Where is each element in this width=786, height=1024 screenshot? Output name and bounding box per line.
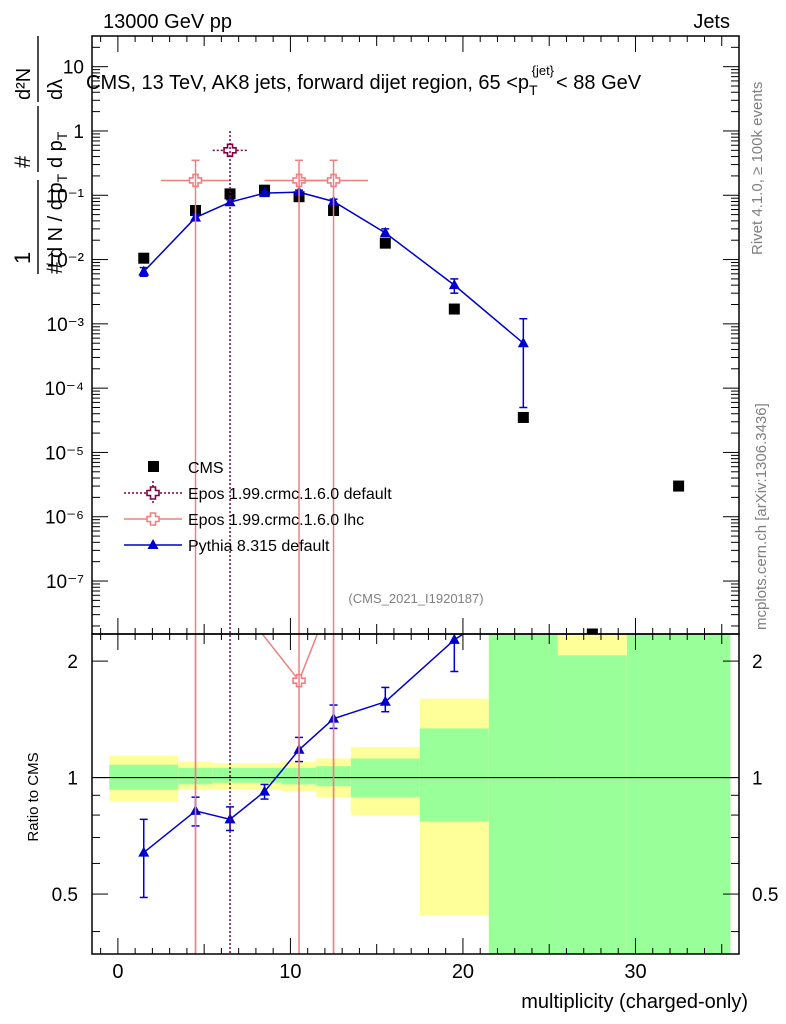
- band-green-7: [488, 634, 558, 954]
- pythia-point-2: [224, 196, 236, 207]
- header-left: 13000 GeV pp: [103, 11, 232, 33]
- pythia-point-6: [379, 226, 391, 237]
- pythia-ratio-point-6: [379, 695, 391, 706]
- legend-label-2: Epos 1.99.crmc.1.6.0 lhc: [188, 512, 364, 529]
- ylabel-hash1: #: [10, 155, 35, 168]
- legend-marker-cms: [148, 461, 159, 472]
- y-axis-label: 1 # d N / d pT # d pT d²N dλ: [10, 36, 70, 274]
- ylabel-frac-num: 1: [10, 252, 35, 264]
- y-tick-label-8: 10⁻⁷: [46, 572, 84, 593]
- pythia-ratio-point-3: [259, 785, 271, 796]
- y-tick-label-2: 10⁻¹: [47, 186, 85, 207]
- pythia-ratio-point-0: [138, 846, 150, 857]
- ratio-tick-label-l-2: 2: [67, 652, 78, 673]
- pythia-ratio-point-7: [448, 634, 460, 644]
- ratio-axis-label: Ratio to CMS: [25, 752, 42, 841]
- ratio-tick-label-l-0: 0.5: [52, 885, 78, 906]
- analysis-tag: (CMS_2021_I1920187): [348, 591, 483, 606]
- ylabel-d2n: d²N: [13, 68, 35, 100]
- pythia-point-0: [138, 265, 150, 276]
- ratio-uncertainty-band: [92, 634, 739, 954]
- rivet-label: Rivet 4.1.0, ≥ 100k events: [749, 82, 766, 255]
- plot-title: CMS, 13 TeV, AK8 jets, forward dijet reg…: [86, 63, 642, 98]
- ratio-tick-label-r-0: 0.5: [752, 885, 778, 906]
- ylabel-dlambda: dλ: [45, 79, 67, 100]
- y-tick-label-4: 10⁻³: [47, 315, 85, 336]
- y-tick-label-3: 10⁻²: [47, 251, 85, 272]
- x-tick-label-0: 0: [112, 961, 123, 983]
- x-axis-label: multiplicity (charged-only): [521, 991, 748, 1013]
- epos-lhc-ratio-line: [261, 634, 319, 683]
- pythia-point-8: [517, 337, 529, 348]
- band-green-6: [419, 728, 489, 822]
- ratio-frame: [91, 633, 740, 955]
- pythia-point-3: [259, 187, 271, 198]
- cms-point-2: [224, 188, 236, 200]
- y-tick-label-5: 10⁻⁴: [45, 379, 84, 400]
- legend-label-3: Pythia 8.315 default: [188, 538, 330, 555]
- axes-layer: 0 10 20 30 10 1 10⁻¹ 10⁻² 10⁻³ 10⁻⁴ 10⁻⁵ 10⁻⁶ 10⁻⁷ 0.…: [45, 35, 778, 983]
- ylabel-den-dn: d N / d pT: [45, 173, 70, 258]
- legend-marker-3: [147, 539, 159, 549]
- pythia-point-7: [448, 279, 460, 290]
- mcplots-label: mcplots.cern.ch [arXiv:1306.3436]: [753, 403, 770, 630]
- x-tick-label-20: 20: [452, 961, 474, 983]
- series-layer: [138, 130, 685, 954]
- y-tick-label-0: 10: [63, 58, 84, 79]
- main-series: [138, 143, 685, 634]
- title-main: CMS, 13 TeV, AK8 jets, forward dijet reg…: [86, 72, 529, 94]
- cms-point-6: [379, 237, 391, 249]
- epos-default-point-0: [223, 143, 237, 158]
- ylabel-dpt: d pT: [45, 131, 70, 168]
- y-tick-label-1: 1: [73, 122, 84, 143]
- pythia-ratio-point-2: [224, 813, 236, 824]
- title-sup: {jet}: [532, 63, 555, 78]
- title-end: < 88 GeV: [556, 72, 642, 94]
- band-green-9: [626, 634, 731, 954]
- legend-marker-1: [146, 486, 160, 500]
- ylabel-den-hash: #: [42, 261, 67, 274]
- cms-point-9: [586, 628, 598, 634]
- cms-point-10: [673, 480, 685, 492]
- cms-point-7: [448, 303, 460, 315]
- legend-marker-2: [146, 512, 160, 526]
- x-tick-label-10: 10: [279, 961, 301, 983]
- ratio-tick-label-r-1: 1: [752, 769, 763, 790]
- legend-label-0: CMS: [188, 460, 224, 477]
- x-tick-label-30: 30: [624, 961, 646, 983]
- legend: CMS Epos 1.99.crmc.1.6.0 default Epos 1.99…: [124, 460, 392, 555]
- ratio-tick-label-l-1: 1: [67, 769, 78, 790]
- cms-point-0: [138, 252, 150, 264]
- band-green-2: [212, 767, 282, 783]
- title-sub: T: [529, 82, 538, 98]
- y-tick-label-7: 10⁻⁶: [45, 508, 84, 529]
- header-right: Jets: [693, 11, 730, 33]
- band-green-8: [557, 655, 627, 954]
- legend-label-1: Epos 1.99.crmc.1.6.0 default: [188, 486, 392, 503]
- cms-point-8: [517, 411, 529, 423]
- ratio-tick-label-r-2: 2: [752, 652, 763, 673]
- y-tick-label-6: 10⁻⁵: [45, 443, 84, 464]
